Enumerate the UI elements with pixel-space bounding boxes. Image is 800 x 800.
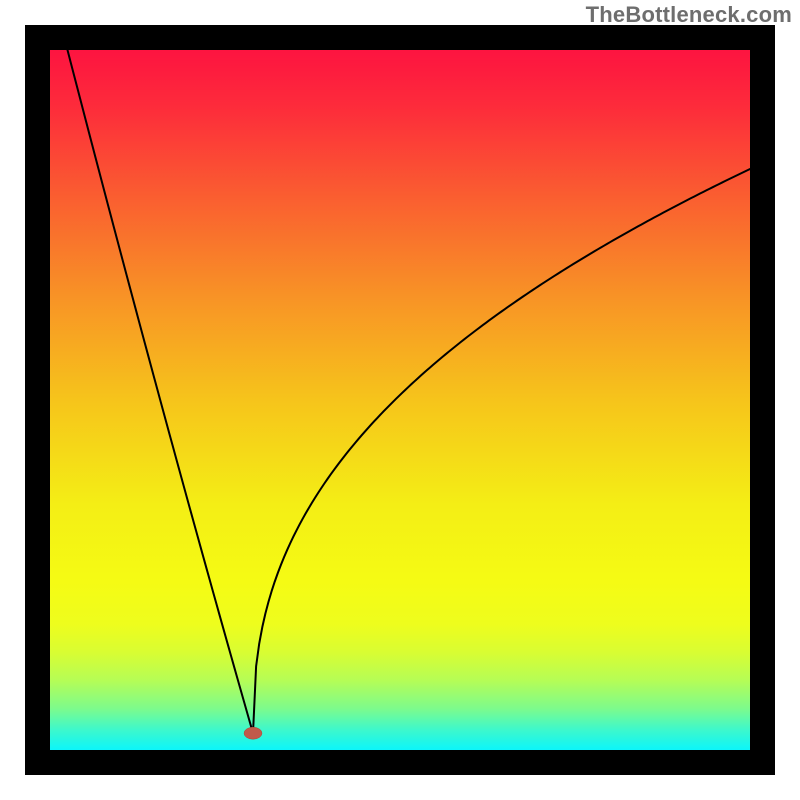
minimum-marker [244,727,262,739]
watermark-text: TheBottleneck.com [586,2,792,28]
bottleneck-chart [0,0,800,800]
gradient-background [50,50,750,750]
chart-container: TheBottleneck.com [0,0,800,800]
